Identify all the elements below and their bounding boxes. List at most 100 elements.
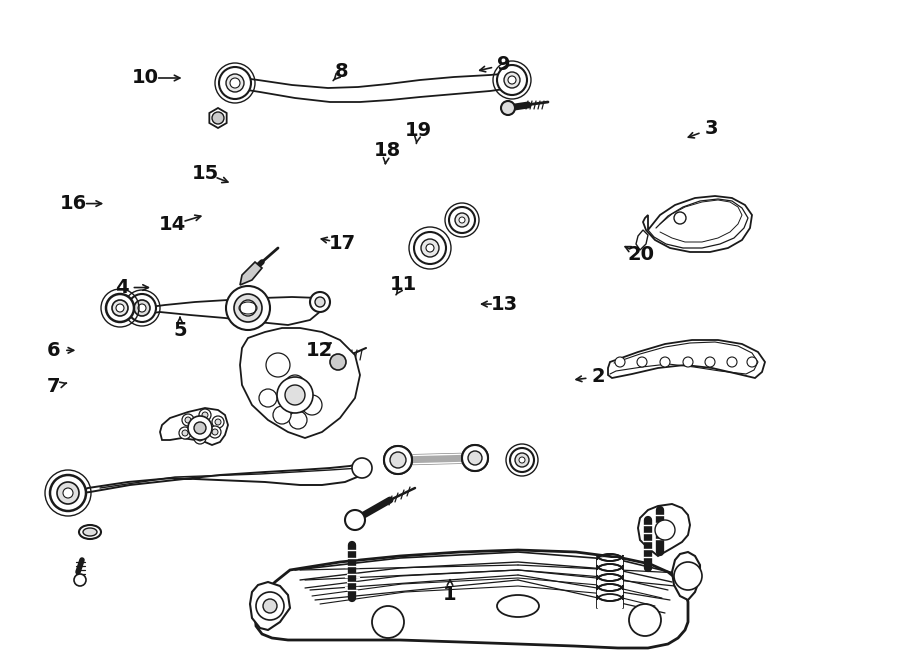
Text: 4: 4 bbox=[114, 278, 129, 297]
Circle shape bbox=[414, 232, 446, 264]
Circle shape bbox=[462, 445, 488, 471]
Circle shape bbox=[421, 239, 439, 257]
Circle shape bbox=[194, 422, 206, 434]
Circle shape bbox=[315, 297, 325, 307]
Circle shape bbox=[138, 304, 146, 312]
Text: 7: 7 bbox=[47, 377, 61, 396]
Circle shape bbox=[209, 426, 221, 438]
Text: 17: 17 bbox=[328, 234, 356, 253]
Circle shape bbox=[63, 488, 73, 498]
Circle shape bbox=[289, 411, 307, 429]
Polygon shape bbox=[62, 462, 365, 498]
Circle shape bbox=[199, 409, 211, 421]
Circle shape bbox=[747, 357, 757, 367]
Circle shape bbox=[182, 414, 194, 426]
Text: 20: 20 bbox=[627, 245, 654, 264]
Text: 9: 9 bbox=[498, 56, 511, 74]
Circle shape bbox=[629, 604, 661, 636]
Circle shape bbox=[510, 448, 534, 472]
Circle shape bbox=[212, 112, 224, 124]
Circle shape bbox=[256, 592, 284, 620]
Circle shape bbox=[215, 419, 221, 425]
Polygon shape bbox=[250, 582, 290, 630]
Ellipse shape bbox=[83, 528, 97, 536]
Circle shape bbox=[188, 416, 212, 440]
Polygon shape bbox=[672, 552, 700, 600]
Polygon shape bbox=[240, 328, 360, 438]
Text: 16: 16 bbox=[60, 194, 87, 213]
Circle shape bbox=[426, 244, 434, 252]
Circle shape bbox=[395, 457, 401, 463]
Circle shape bbox=[310, 292, 330, 312]
Polygon shape bbox=[138, 297, 322, 325]
Circle shape bbox=[390, 452, 406, 468]
Circle shape bbox=[468, 451, 482, 465]
Circle shape bbox=[266, 353, 290, 377]
Polygon shape bbox=[160, 408, 228, 445]
Circle shape bbox=[277, 377, 313, 413]
Circle shape bbox=[727, 357, 737, 367]
Circle shape bbox=[50, 475, 86, 511]
Polygon shape bbox=[255, 550, 688, 648]
Polygon shape bbox=[636, 230, 648, 250]
Circle shape bbox=[212, 416, 224, 428]
Circle shape bbox=[230, 78, 240, 88]
Circle shape bbox=[345, 510, 365, 530]
Text: 6: 6 bbox=[47, 341, 61, 360]
Polygon shape bbox=[643, 196, 752, 252]
Polygon shape bbox=[240, 262, 262, 285]
Circle shape bbox=[384, 446, 412, 474]
Circle shape bbox=[660, 357, 670, 367]
Circle shape bbox=[455, 213, 469, 227]
Circle shape bbox=[352, 458, 372, 478]
Polygon shape bbox=[597, 558, 623, 608]
Circle shape bbox=[497, 65, 527, 95]
Circle shape bbox=[515, 453, 529, 467]
Circle shape bbox=[273, 406, 291, 424]
Text: 2: 2 bbox=[591, 368, 606, 386]
Circle shape bbox=[508, 76, 516, 84]
Circle shape bbox=[263, 599, 277, 613]
Circle shape bbox=[462, 445, 488, 471]
Circle shape bbox=[683, 357, 693, 367]
Text: 14: 14 bbox=[159, 215, 186, 234]
Circle shape bbox=[179, 427, 191, 439]
Circle shape bbox=[519, 457, 525, 463]
Circle shape bbox=[637, 357, 647, 367]
Circle shape bbox=[674, 562, 702, 590]
Circle shape bbox=[112, 300, 128, 316]
Polygon shape bbox=[608, 340, 765, 378]
Circle shape bbox=[57, 482, 79, 504]
Circle shape bbox=[330, 354, 346, 370]
Text: 3: 3 bbox=[704, 120, 718, 138]
Circle shape bbox=[285, 375, 305, 395]
Text: 18: 18 bbox=[374, 141, 400, 160]
Circle shape bbox=[128, 294, 156, 322]
Circle shape bbox=[468, 451, 482, 465]
Circle shape bbox=[655, 520, 675, 540]
Polygon shape bbox=[638, 504, 690, 556]
Circle shape bbox=[116, 304, 124, 312]
Circle shape bbox=[390, 452, 406, 468]
Text: 5: 5 bbox=[173, 321, 187, 340]
Circle shape bbox=[501, 101, 515, 115]
Text: 19: 19 bbox=[405, 122, 432, 140]
Circle shape bbox=[234, 294, 262, 322]
Circle shape bbox=[240, 300, 256, 316]
Circle shape bbox=[705, 357, 715, 367]
Circle shape bbox=[194, 432, 206, 444]
Circle shape bbox=[202, 412, 208, 418]
Circle shape bbox=[212, 429, 218, 435]
Circle shape bbox=[285, 385, 305, 405]
Circle shape bbox=[302, 395, 322, 415]
Text: 11: 11 bbox=[390, 275, 417, 293]
Circle shape bbox=[134, 300, 150, 316]
Circle shape bbox=[197, 435, 203, 441]
Circle shape bbox=[226, 286, 270, 330]
Circle shape bbox=[615, 357, 625, 367]
Circle shape bbox=[226, 74, 244, 92]
Text: 1: 1 bbox=[443, 586, 457, 604]
Circle shape bbox=[384, 446, 412, 474]
Circle shape bbox=[674, 212, 686, 224]
Circle shape bbox=[449, 207, 475, 233]
